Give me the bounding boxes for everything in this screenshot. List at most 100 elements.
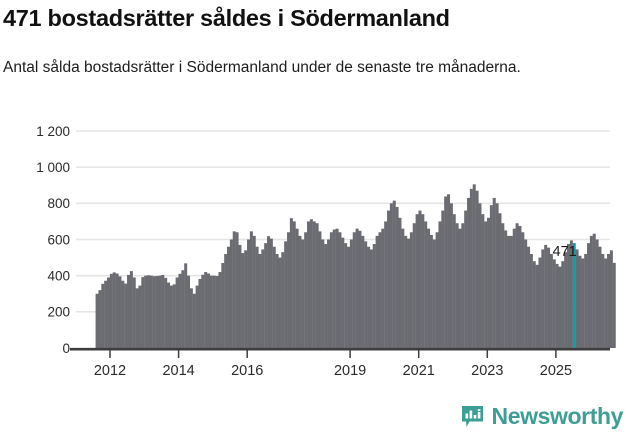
bar: [447, 194, 451, 348]
bar: [584, 253, 588, 348]
bar: [487, 217, 491, 348]
bar: [612, 262, 616, 348]
bar: [135, 288, 139, 348]
bar: [501, 223, 505, 348]
bar: [98, 290, 102, 348]
bar: [261, 249, 265, 348]
bar: [95, 293, 99, 348]
newsworthy-logo[interactable]: Newsworthy: [460, 404, 623, 429]
bar: [284, 241, 288, 348]
bar: [341, 237, 345, 348]
bar: [207, 273, 211, 348]
bar: [367, 246, 371, 348]
bar: [155, 276, 159, 348]
bar: [318, 231, 322, 348]
bar: [467, 197, 471, 348]
chart-plot-area: 0 200 400 600 800 1 000 1 200 2012 2014 2016 2019 2…: [0, 118, 631, 383]
bar: [161, 274, 165, 348]
bar: [395, 206, 399, 348]
x-axis-tick-label: 2014: [162, 363, 194, 379]
bar: [138, 285, 142, 348]
bar: [389, 203, 393, 348]
bar-highlighted: [572, 243, 576, 348]
bar: [535, 264, 539, 348]
bar: [404, 235, 408, 348]
bar: [327, 239, 331, 348]
bar: [292, 221, 296, 348]
bar: [592, 233, 596, 348]
y-axis-tick-label: 200: [47, 305, 70, 320]
bar: [298, 235, 302, 348]
bar: [252, 235, 256, 348]
bar: [192, 293, 196, 348]
x-axis-tick-label: 2019: [334, 363, 366, 379]
bar: [287, 232, 291, 348]
bar: [329, 232, 333, 348]
bar: [452, 214, 456, 348]
bar: [107, 277, 111, 348]
bar: [441, 210, 445, 348]
bar: [544, 244, 548, 348]
bar: [124, 283, 128, 348]
bar: [149, 275, 153, 348]
bar-chart-speech-bubble-icon: [461, 406, 483, 427]
bar: [604, 258, 608, 348]
bar: [258, 253, 262, 348]
bar: [578, 255, 582, 348]
bar: [189, 288, 193, 348]
bar: [295, 228, 299, 348]
bar: [507, 235, 511, 348]
bar: [381, 228, 385, 348]
bar: [527, 246, 531, 348]
bar: [172, 284, 176, 348]
bar-chart-svg: 0 200 400 600 800 1 000 1 200 2012 2014 2016 2019 2…: [36, 124, 616, 379]
bar: [272, 246, 276, 348]
bar: [484, 221, 488, 348]
bar: [569, 240, 573, 348]
bar: [518, 225, 522, 348]
bar: [324, 244, 328, 348]
bar: [412, 223, 416, 348]
bar: [321, 239, 325, 348]
bar: [421, 214, 425, 348]
bar: [601, 253, 605, 348]
y-axis-tick-label: 800: [47, 196, 70, 211]
bar: [255, 246, 259, 348]
bar: [115, 273, 119, 348]
bar: [438, 221, 442, 348]
bar: [375, 235, 379, 348]
bar: [275, 253, 279, 348]
bar: [101, 283, 105, 348]
bar: [449, 203, 453, 348]
bar: [118, 276, 122, 348]
bar: [364, 241, 368, 348]
bar: [555, 263, 559, 348]
bar: [201, 274, 205, 348]
bar: [478, 203, 482, 348]
bar: [175, 277, 179, 348]
bar: [229, 239, 233, 348]
bar: [227, 246, 231, 348]
bar: [475, 190, 479, 348]
bar: [384, 221, 388, 348]
bar: [355, 228, 359, 348]
bar: [598, 246, 602, 348]
page-title: 471 bostadsrätter såldes i Södermanland: [3, 5, 450, 31]
bar: [144, 275, 148, 348]
bar: [221, 263, 225, 348]
bar: [184, 263, 188, 348]
bar: [398, 217, 402, 348]
bar: [472, 184, 476, 348]
bar: [152, 276, 156, 348]
bar: [224, 253, 228, 348]
bar: [409, 232, 413, 348]
bar: [424, 221, 428, 348]
bar: [495, 203, 499, 348]
bar: [418, 210, 422, 348]
bar: [127, 274, 131, 348]
y-axis-tick-label: 1 000: [36, 160, 70, 175]
bar: [512, 228, 516, 348]
bar: [607, 253, 611, 348]
bar: [581, 258, 585, 348]
